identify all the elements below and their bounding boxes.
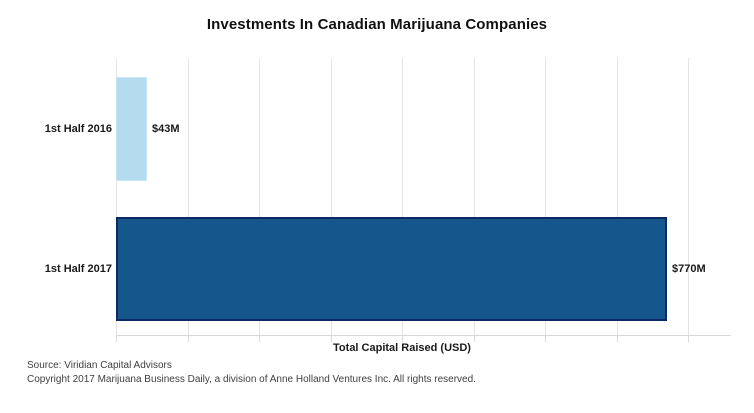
gridline-700M [617, 58, 618, 335]
gridline-0M [116, 58, 117, 335]
axis-tick-800M [688, 336, 689, 342]
gridline-300M [331, 58, 332, 335]
gridline-100M [188, 58, 189, 335]
axis-tick-200M [259, 336, 260, 342]
plot-area [116, 58, 731, 342]
chart-title: Investments In Canadian Marijuana Compan… [206, 16, 548, 33]
axis-tick-400M [402, 336, 403, 342]
gridline-200M [259, 58, 260, 335]
axis-tick-0M [116, 336, 117, 342]
axis-tick-600M [545, 336, 546, 342]
copyright-note: Copyright 2017 Marijuana Business Daily,… [27, 374, 476, 385]
value-label-1st-half-2016: $43M [152, 123, 180, 135]
bar-1st-half-2017 [116, 217, 667, 321]
gridline-800M [688, 58, 689, 335]
axis-tick-300M [331, 336, 332, 342]
gridline-600M [545, 58, 546, 335]
category-label-1st-half-2016: 1st Half 2016 [44, 123, 112, 135]
axis-tick-100M [188, 336, 189, 342]
value-label-1st-half-2017: $770M [672, 263, 706, 275]
bar-1st-half-2016 [116, 77, 147, 181]
x-axis-title: Total Capital Raised (USD) [333, 342, 471, 354]
source-note: Source: Viridian Capital Advisors [27, 360, 172, 371]
gridline-500M [474, 58, 475, 335]
axis-tick-500M [474, 336, 475, 342]
gridline-400M [402, 58, 403, 335]
axis-tick-700M [617, 336, 618, 342]
category-label-1st-half-2017: 1st Half 2017 [44, 263, 112, 275]
